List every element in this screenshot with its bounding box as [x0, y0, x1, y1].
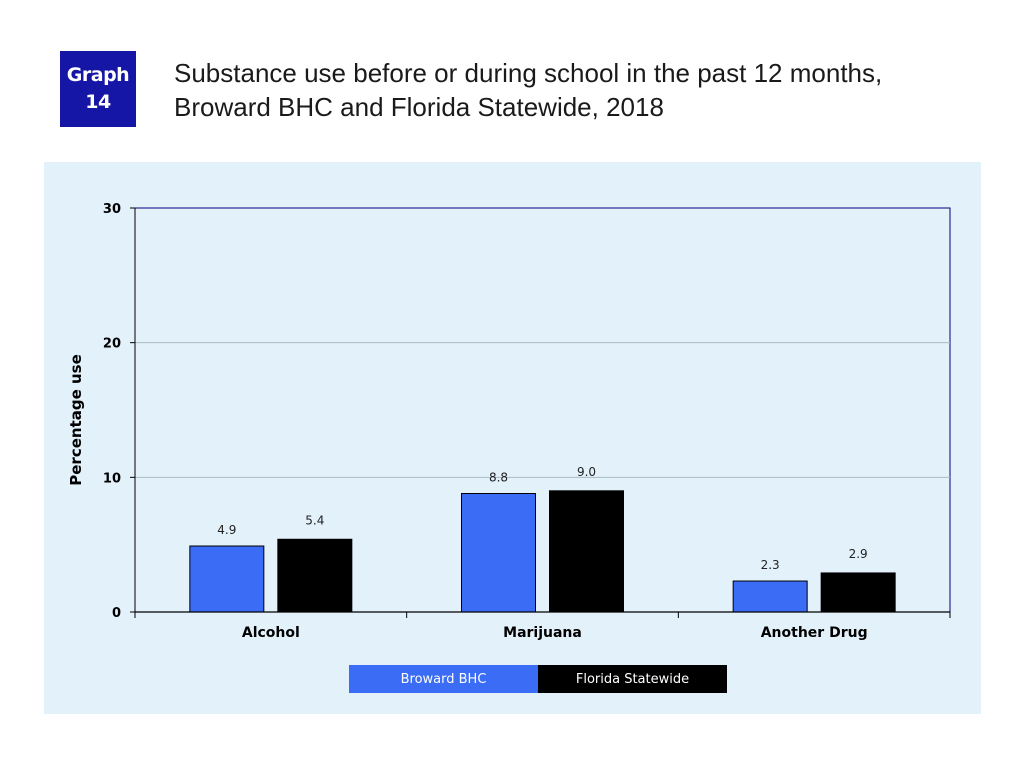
badge-number: 14	[85, 91, 111, 113]
badge-label: Graph	[66, 64, 130, 86]
bar-broward-bhc	[732, 580, 808, 613]
labels-layer: 0 10 20 30 4.9 5.4 Alcohol 8.8 9.0 Marijuana 2.3 2.…	[103, 202, 868, 641]
graph-number-badge: Graph 14	[60, 51, 136, 127]
y-tick-label: 20	[103, 337, 121, 352]
bar-florida-statewide	[277, 538, 353, 613]
bar-broward-bhc	[189, 545, 265, 613]
data-label: 2.3	[761, 558, 780, 572]
y-tick-label: 30	[103, 202, 121, 217]
data-label: 4.9	[217, 523, 236, 537]
x-category-label: Marijuana	[503, 625, 582, 641]
legend-item-broward-bhc: Broward BHC	[349, 665, 538, 693]
legend-item-florida-statewide: Florida Statewide	[538, 665, 727, 693]
bar-broward-bhc	[461, 492, 536, 613]
y-tick-label: 10	[103, 471, 121, 486]
chart-panel	[44, 162, 981, 714]
chart-title: Substance use before or during school in…	[174, 56, 994, 124]
bar-florida-statewide	[549, 490, 624, 613]
data-label: 5.4	[305, 513, 324, 527]
data-label: 8.8	[489, 470, 508, 484]
y-axis-label: Percentage use	[67, 354, 85, 486]
x-category-label: Alcohol	[242, 625, 300, 641]
bars-layer	[189, 490, 896, 613]
y-tick-label: 0	[112, 606, 121, 621]
data-label: 2.9	[849, 547, 868, 561]
chart-title-line-1: Substance use before or during school in…	[174, 58, 883, 88]
chart-title-line-2: Broward BHC and Florida Statewide, 2018	[174, 92, 664, 122]
data-label: 9.0	[577, 465, 596, 479]
bar-florida-statewide	[820, 572, 896, 613]
chart-legend: Broward BHC Florida Statewide	[349, 665, 727, 693]
axis-layer	[130, 207, 951, 618]
x-category-label: Another Drug	[761, 625, 868, 641]
